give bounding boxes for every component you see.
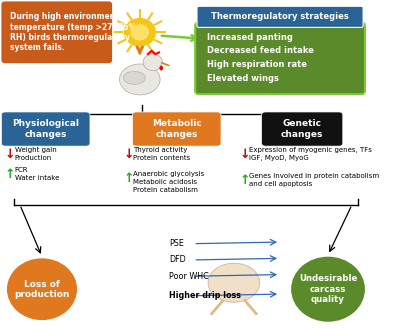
Text: Genes involved in protein catabolism
and cell apoptosis: Genes involved in protein catabolism and… [249,173,379,187]
Text: Weight gain
Production: Weight gain Production [15,147,56,161]
Text: Genetic
changes: Genetic changes [281,119,323,139]
Ellipse shape [208,263,260,302]
Text: DFD: DFD [169,256,186,264]
FancyBboxPatch shape [197,6,363,28]
Text: Undesirable
carcass
quality: Undesirable carcass quality [299,274,357,304]
Text: Metabolic
changes: Metabolic changes [152,119,202,139]
Text: ↓: ↓ [5,148,16,161]
Text: ↑: ↑ [5,168,16,181]
Text: ↓: ↓ [240,148,250,161]
Circle shape [124,19,155,46]
Text: During high environmental
temperature (temp >27, 75%
RH) birds thermoregulatory
: During high environmental temperature (t… [10,12,136,52]
Circle shape [143,54,162,71]
Text: Loss of
production: Loss of production [14,279,70,299]
Text: PSE: PSE [169,239,184,248]
Circle shape [131,25,148,40]
Text: Poor WHC: Poor WHC [169,272,209,281]
Text: Physiological
changes: Physiological changes [12,119,79,139]
Text: Anaerobic glycolysis
Metabolic acidosis
Protein catabolism: Anaerobic glycolysis Metabolic acidosis … [133,171,204,193]
FancyBboxPatch shape [132,112,221,146]
Text: ↑: ↑ [240,174,250,187]
Circle shape [291,257,365,322]
Ellipse shape [159,66,163,71]
FancyBboxPatch shape [262,112,343,146]
Text: Higher drip loss: Higher drip loss [169,291,241,300]
FancyBboxPatch shape [195,23,365,94]
FancyBboxPatch shape [1,1,112,63]
Text: ↑: ↑ [123,172,134,185]
Ellipse shape [120,64,160,95]
Ellipse shape [123,71,145,84]
Text: Thermoregulatory strategies: Thermoregulatory strategies [211,12,349,21]
Text: FCR
Water intake: FCR Water intake [15,167,59,181]
Text: ↓: ↓ [123,148,134,161]
FancyBboxPatch shape [1,112,90,146]
Text: Expression of myogenic genes, TFs
IGF, MyoD, MyoG: Expression of myogenic genes, TFs IGF, M… [249,147,372,161]
Circle shape [7,258,77,320]
Text: Thyroid activity
Protein contents: Thyroid activity Protein contents [133,147,190,161]
Text: Increased panting
Decreased feed intake
High respiration rate
Elevated wings: Increased panting Decreased feed intake … [207,33,314,83]
